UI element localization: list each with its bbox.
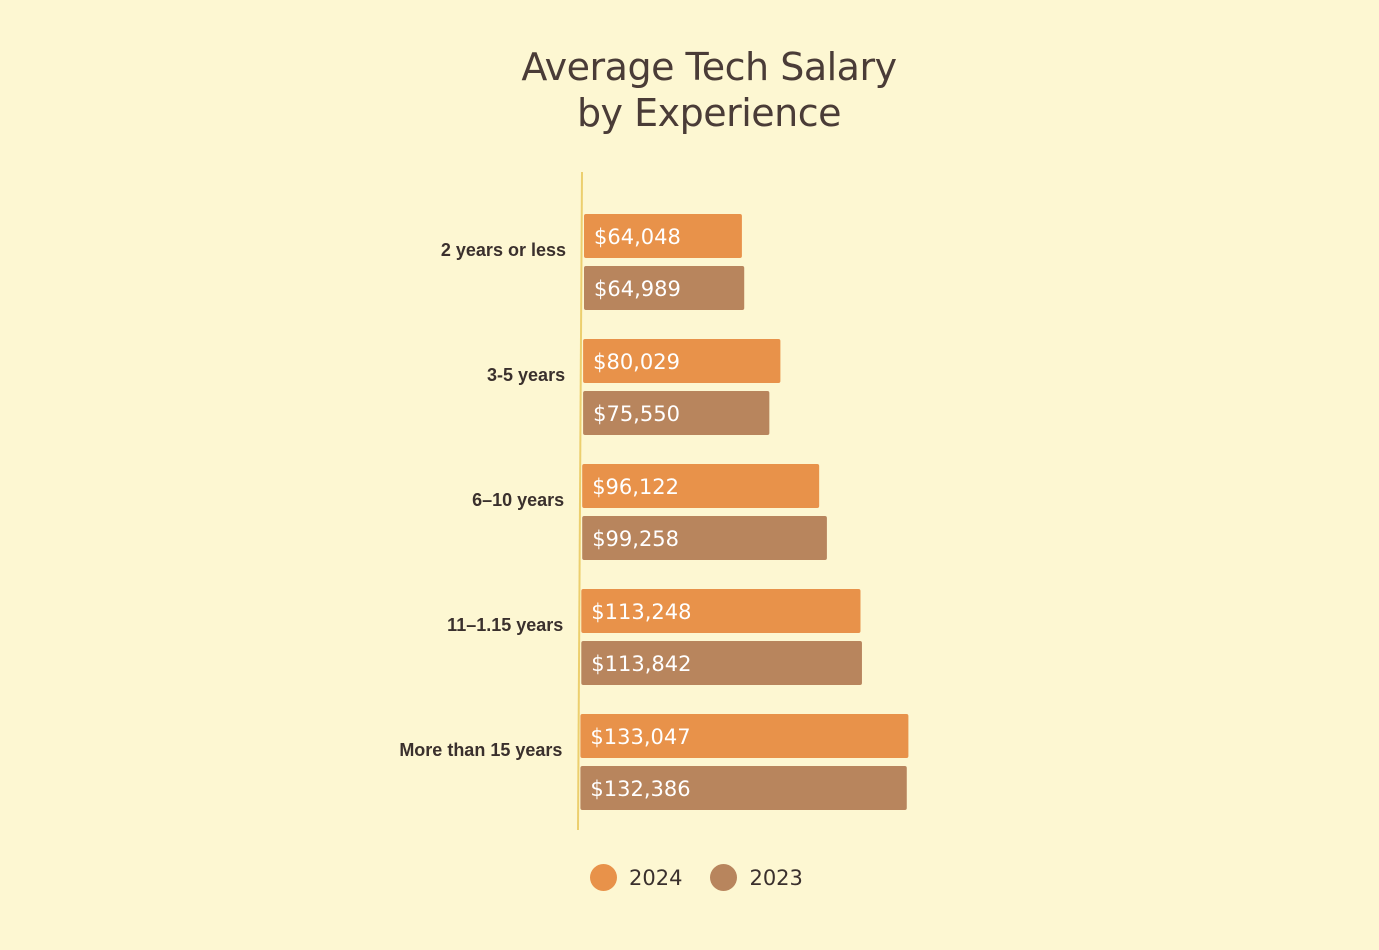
- legend-label-2024: 2024: [629, 865, 683, 890]
- bar-value-label: $113,248: [591, 600, 691, 624]
- bar-2023: [582, 516, 827, 560]
- legend-swatch-2023: [710, 864, 738, 891]
- bar-value-label: $132,386: [590, 777, 690, 801]
- bar-2024: [580, 714, 909, 758]
- bar-value-label: $96,122: [592, 475, 679, 499]
- bar-value-label: $113,842: [591, 652, 691, 676]
- bar-2024: [584, 214, 742, 258]
- category-label: 6–10 years: [472, 490, 564, 510]
- category-label: 3-5 years: [487, 365, 565, 385]
- chart-title-line-2: by Experience: [576, 91, 842, 135]
- legend: 2024 2023: [590, 864, 831, 891]
- bar-2024: [581, 589, 861, 633]
- bar-value-label: $99,258: [592, 527, 679, 551]
- bar-2023: [584, 266, 745, 310]
- chart-title-line-1: Average Tech Salary: [521, 45, 897, 89]
- bar-2023: [581, 641, 862, 685]
- legend-label-2023: 2023: [749, 865, 803, 890]
- bar-value-label: $75,550: [593, 402, 680, 426]
- y-axis-line: [577, 171, 583, 831]
- category-label: 2 years or less: [441, 240, 566, 260]
- legend-swatch-2024: [590, 864, 617, 891]
- bar-2024: [582, 464, 820, 508]
- legend-item-2024: 2024: [590, 864, 682, 891]
- bar-value-label: $64,989: [594, 277, 681, 301]
- bar-value-label: $64,048: [594, 225, 681, 249]
- bar-2023: [583, 391, 770, 435]
- bar-value-label: $133,047: [590, 725, 690, 749]
- category-label: More than 15 years: [399, 740, 562, 760]
- bar-2024: [583, 339, 781, 383]
- category-label: 11–1.15 years: [447, 615, 563, 635]
- legend-item-2023: 2023: [710, 864, 803, 891]
- bar-value-label: $80,029: [593, 350, 680, 374]
- chart-title: Average Tech Salary by Experience: [0, 44, 1379, 136]
- bar-2023: [580, 766, 907, 810]
